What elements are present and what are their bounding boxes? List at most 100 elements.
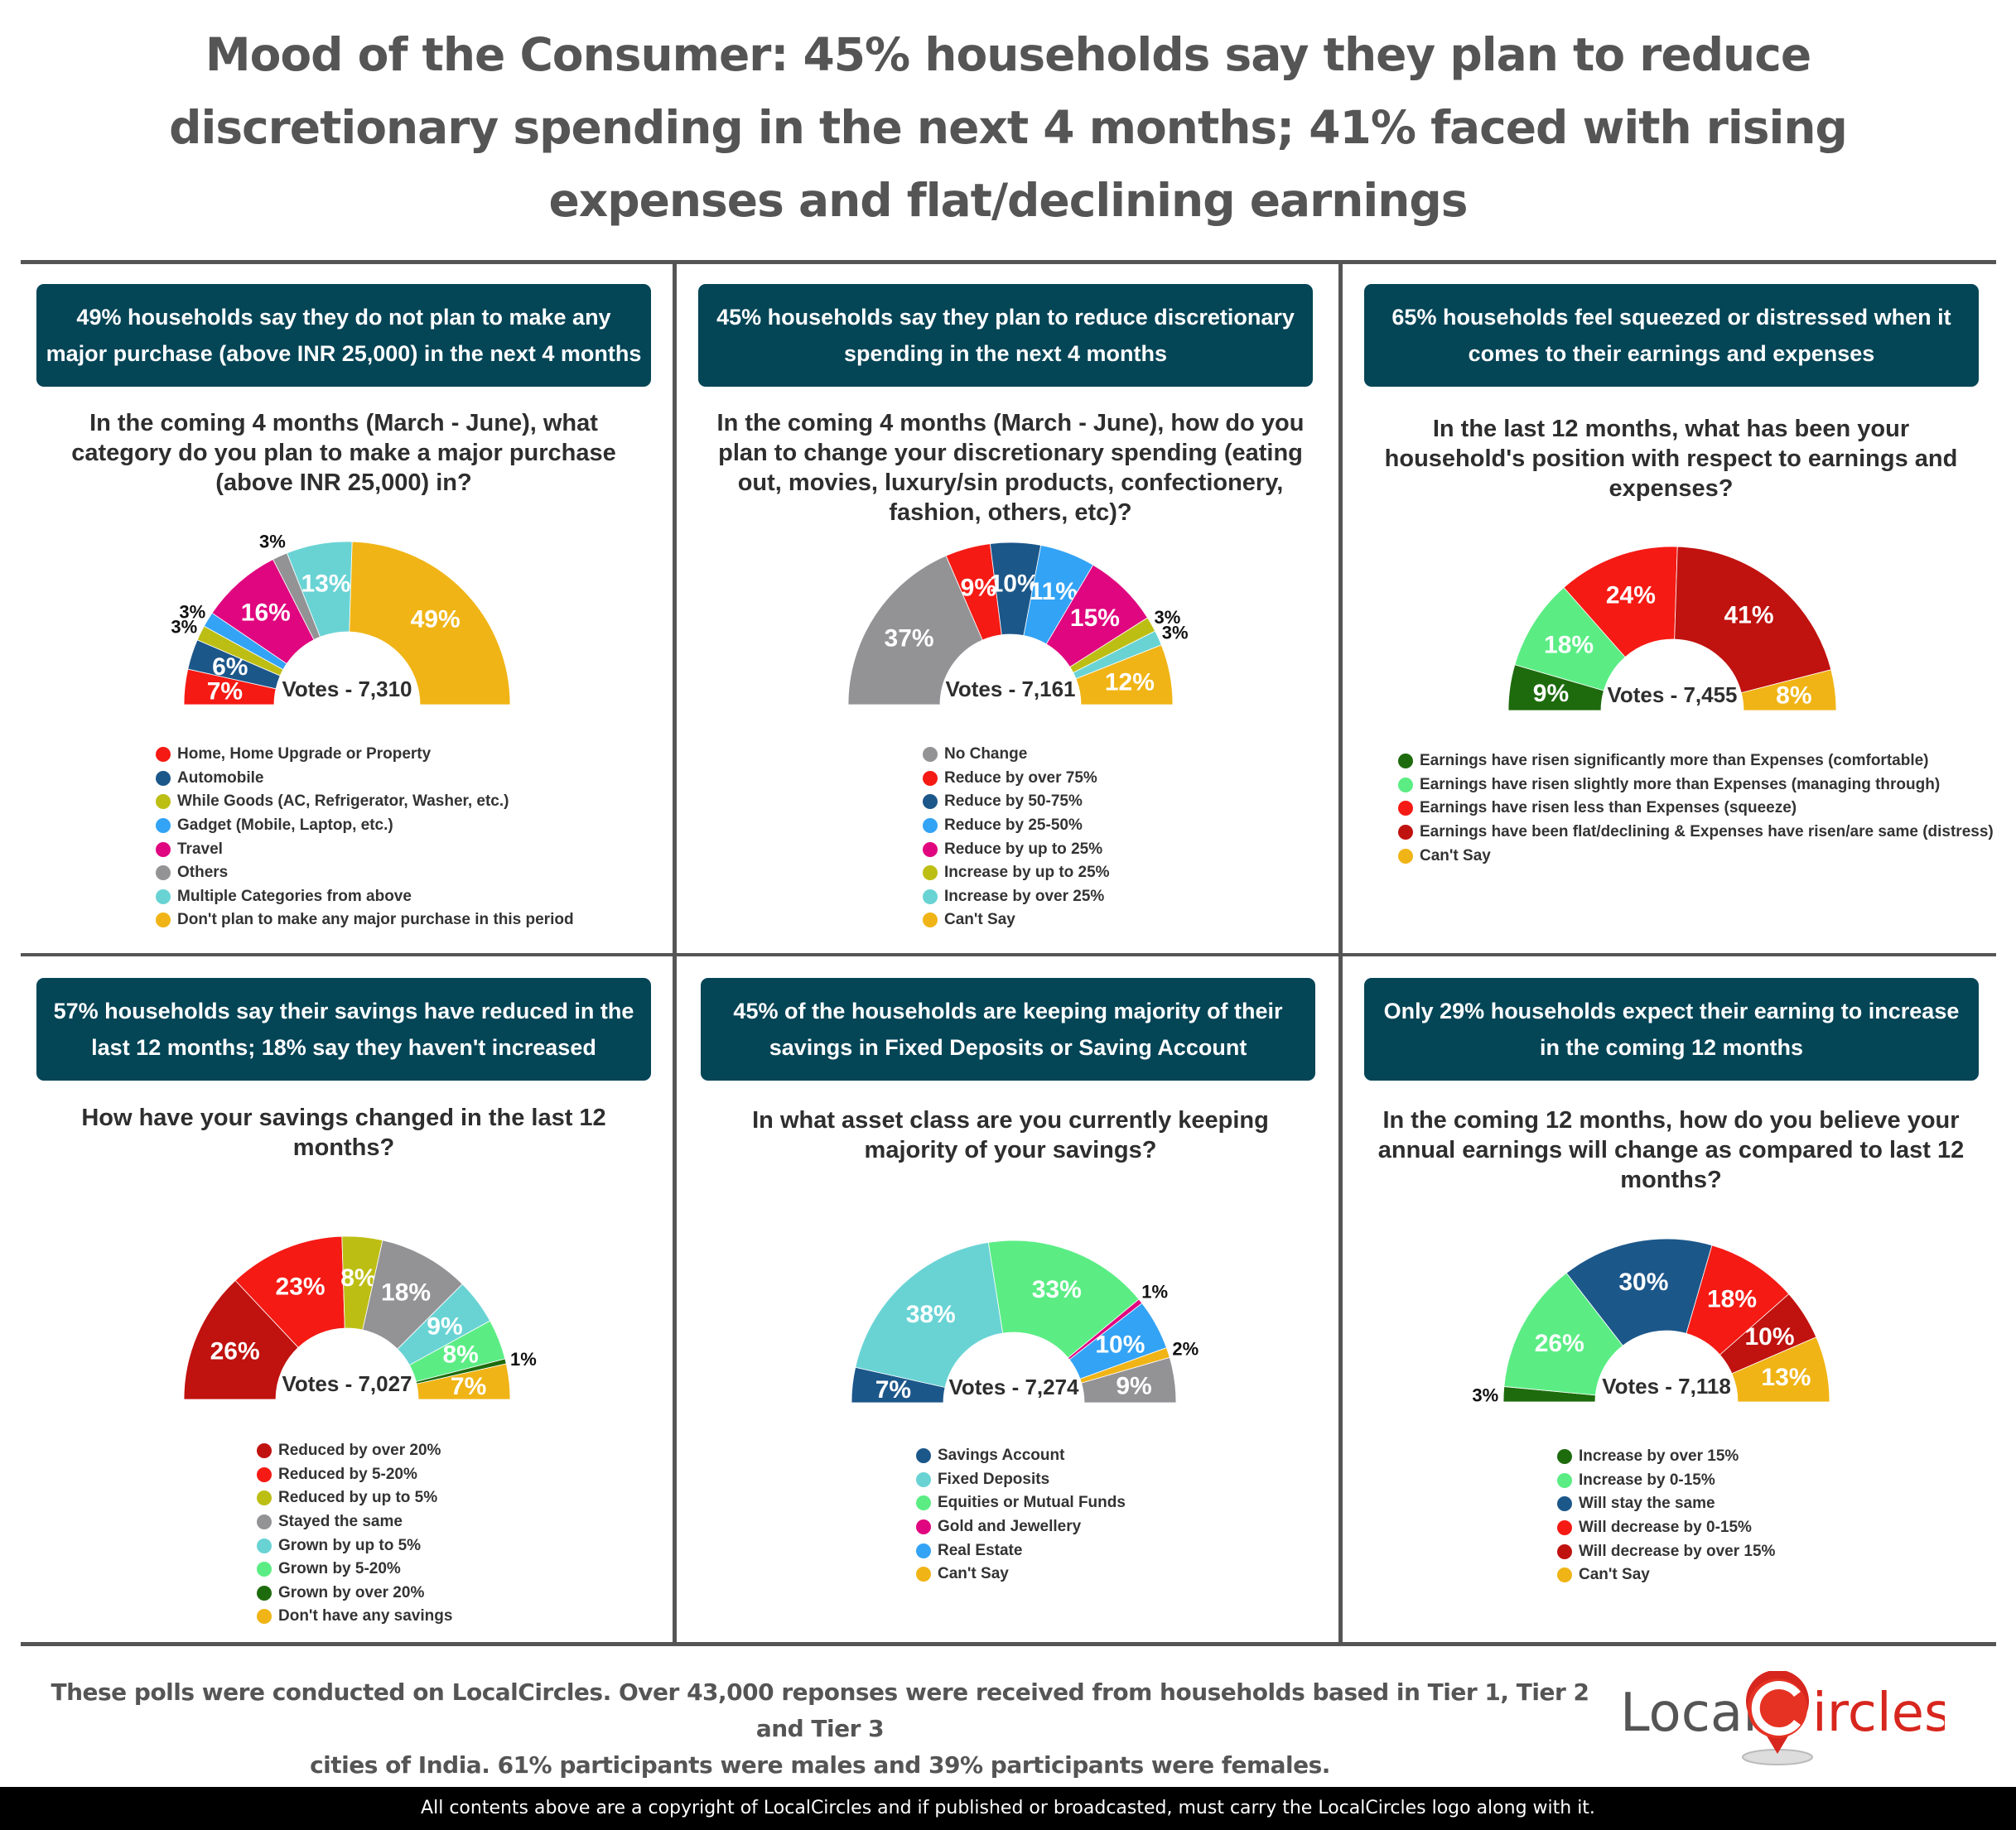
legend-color-dot-icon: [923, 794, 938, 810]
segment-value-label: 49%: [411, 606, 461, 633]
logo-text-local: Local: [1620, 1683, 1758, 1744]
legend-label: Earnings have risen significantly more t…: [1420, 752, 1929, 770]
legend-label: Grown by 5-20%: [278, 1560, 401, 1578]
legend-label: Fixed Deposits: [938, 1470, 1050, 1488]
chart-segment: [416, 1363, 511, 1400]
grid-top-border: [21, 260, 1996, 264]
legend-color-dot-icon: [1557, 1568, 1572, 1583]
segment-value-label: 18%: [1544, 632, 1594, 659]
legend-label: No Change: [944, 745, 1028, 763]
legend-color-dot-icon: [257, 1609, 272, 1625]
map-pin-icon: [1742, 1669, 1813, 1765]
legend-label: Can't Say: [938, 1565, 1009, 1583]
legend-label: Travel: [177, 840, 223, 858]
legend-item: Don't have any savings: [257, 1605, 452, 1629]
localcircles-logo: Local ircles: [1613, 1669, 1951, 1770]
segment-value-label: 9%: [961, 575, 996, 602]
legend-item: Travel: [156, 837, 574, 861]
legend-item: Savings Account: [916, 1444, 1126, 1468]
headline-banner: 49% households say they do not plan to m…: [36, 284, 651, 387]
legend-label: Equities or Mutual Funds: [938, 1494, 1126, 1512]
legend-label: Increase by over 25%: [944, 887, 1105, 905]
headline-banner: Only 29% households expect their earning…: [1364, 978, 1979, 1081]
page-title: Mood of the Consumer: 45% households say…: [0, 18, 2016, 237]
legend-color-dot-icon: [916, 1567, 931, 1582]
legend-color-dot-icon: [1398, 848, 1413, 864]
segment-value-label: 10%: [1095, 1331, 1145, 1358]
legend-item: Reduced by 5-20%: [257, 1463, 452, 1487]
legend-label: Will decrease by over 15%: [1579, 1542, 1776, 1560]
chart-segment: [1731, 1336, 1830, 1403]
chart-legend: Reduced by over 20% Reduced by 5-20% Reduc…: [257, 1439, 452, 1629]
votes-count: Votes - 7,161: [945, 677, 1076, 701]
headline-banner: 65% households feel squeezed or distress…: [1364, 284, 1979, 387]
chart-segment: [1075, 644, 1174, 706]
legend-item: Real Estate: [916, 1539, 1126, 1563]
chart-legend: Earnings have risen significantly more t…: [1398, 749, 1994, 868]
chart-segment: [1740, 669, 1837, 711]
legend-item: Earnings have risen less than Expenses (…: [1398, 797, 1994, 821]
legend-color-dot-icon: [1557, 1449, 1572, 1465]
legend-color-dot-icon: [156, 794, 171, 810]
legend-label: Increase by up to 25%: [944, 864, 1110, 882]
votes-count: Votes - 7,310: [282, 677, 412, 701]
segment-value-label: 3%: [1154, 607, 1180, 628]
segment-value-label: 26%: [1535, 1330, 1584, 1357]
legend-label: Don't plan to make any major purchase in…: [177, 911, 574, 929]
legend-label: Reduced by over 20%: [278, 1442, 441, 1460]
legend-color-dot-icon: [1398, 801, 1413, 816]
headline-banner: 57% households say their savings have re…: [36, 978, 651, 1081]
legend-label: Don't have any savings: [278, 1607, 453, 1625]
poll-question: In the coming 4 months (March - June), w…: [71, 410, 616, 496]
legend-item: Reduce by over 75%: [923, 767, 1110, 791]
legend-item: Gadget (Mobile, Laptop, etc.): [156, 814, 574, 838]
half-donut-chart: 37% 9% 10% 11% 15% 3% 3% 12%: [798, 526, 1223, 725]
segment-value-label: 10%: [1745, 1323, 1795, 1351]
footnote-line-2: cities of India. 61% participants were m…: [310, 1751, 1330, 1779]
legend-color-dot-icon: [1398, 825, 1413, 840]
legend-label: Increase by 0-15%: [1579, 1471, 1715, 1489]
chart-segment: [855, 1241, 1004, 1388]
legend-label: Can't Say: [1579, 1566, 1650, 1584]
legend-label: Can't Say: [1420, 846, 1491, 864]
grid-column-divider-2: [1338, 262, 1343, 1646]
chart-segment: [847, 555, 983, 706]
segment-value-label: 8%: [442, 1341, 478, 1369]
segment-value-label: 18%: [381, 1279, 431, 1307]
legend-item: Reduce by up to 25%: [923, 837, 1110, 861]
chart-legend: Home, Home Upgrade or Property Automobile…: [156, 743, 574, 932]
legend-label: Reduced by 5-20%: [278, 1465, 417, 1483]
segment-value-label: 9%: [1533, 680, 1569, 707]
segment-value-label: 38%: [906, 1301, 956, 1328]
legend-color-dot-icon: [916, 1448, 931, 1464]
chart-legend: Increase by over 15% Increase by 0-15% Wil…: [1557, 1445, 1775, 1587]
chart-segment: [1081, 1356, 1177, 1404]
legend-color-dot-icon: [257, 1443, 272, 1459]
segment-value-label: 10%: [990, 571, 1039, 598]
segment-value-label: 41%: [1724, 601, 1774, 628]
legend-color-dot-icon: [916, 1543, 931, 1558]
legend-item: Fixed Deposits: [916, 1468, 1126, 1492]
poll-question: In the coming 12 months, how do you beli…: [1377, 1107, 1965, 1193]
headline-banner: 45% of the households are keeping majori…: [701, 978, 1315, 1081]
votes-count: Votes - 7,027: [282, 1371, 412, 1396]
legend-color-dot-icon: [156, 913, 171, 928]
legend-color-dot-icon: [156, 865, 171, 881]
legend-item: Increase by over 15%: [1557, 1445, 1775, 1469]
segment-value-label: 7%: [207, 678, 243, 706]
legend-color-dot-icon: [923, 770, 938, 786]
segment-value-label: 23%: [276, 1274, 326, 1301]
segment-value-label: 11%: [1030, 578, 1078, 605]
legend-color-dot-icon: [923, 889, 938, 904]
headline-banner: 45% households say they plan to reduce d…: [698, 284, 1313, 387]
grid-bottom-border: [21, 1642, 1996, 1646]
legend-color-dot-icon: [1398, 754, 1413, 769]
legend-label: Automobile: [177, 768, 264, 787]
survey-footnote: These polls were conducted on LocalCircl…: [50, 1674, 1590, 1784]
chart-segment: [987, 1240, 1140, 1359]
segment-value-label: 1%: [1141, 1282, 1168, 1303]
legend-color-dot-icon: [916, 1495, 931, 1511]
legend-item: Don't plan to make any major purchase in…: [156, 908, 574, 932]
legend-label: Increase by over 15%: [1579, 1447, 1739, 1466]
segment-value-label: 9%: [427, 1312, 462, 1340]
